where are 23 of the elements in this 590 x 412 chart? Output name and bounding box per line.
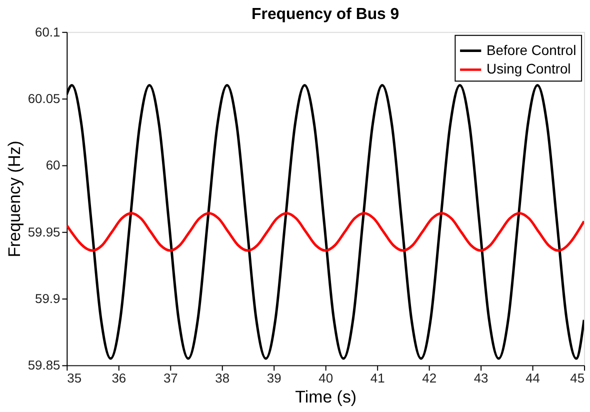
x-tick-label: 41	[370, 370, 385, 386]
legend-label: Using Control	[486, 60, 571, 77]
x-tick-label: 36	[112, 370, 126, 386]
x-tick-label: 44	[526, 370, 540, 386]
legend-label: Before Control	[486, 42, 576, 58]
x-tick-label: 38	[215, 370, 230, 386]
y-tick-label: 60.1	[35, 24, 60, 40]
x-tick-label: 37	[163, 370, 178, 386]
y-tick-label: 60.05	[28, 91, 60, 106]
x-tick-label: 42	[422, 370, 437, 386]
y-tick-label: 59.95	[28, 224, 60, 240]
x-tick-label: 43	[474, 370, 488, 386]
x-tick-label: 35	[67, 370, 82, 386]
y-tick-label: 59.85	[28, 358, 60, 373]
x-tick-label: 45	[570, 370, 585, 386]
x-tick-label: 40	[318, 370, 334, 386]
y-axis-title: Frequency (Hz)	[4, 140, 24, 258]
chart-title: Frequency of Bus 9	[252, 6, 400, 23]
x-axis-title: Time (s)	[295, 388, 357, 406]
y-tick-label: 60	[46, 158, 60, 173]
x-tick-label: 39	[266, 370, 282, 386]
line-series	[66, 212, 584, 252]
y-tick-label: 59.9	[35, 291, 60, 306]
